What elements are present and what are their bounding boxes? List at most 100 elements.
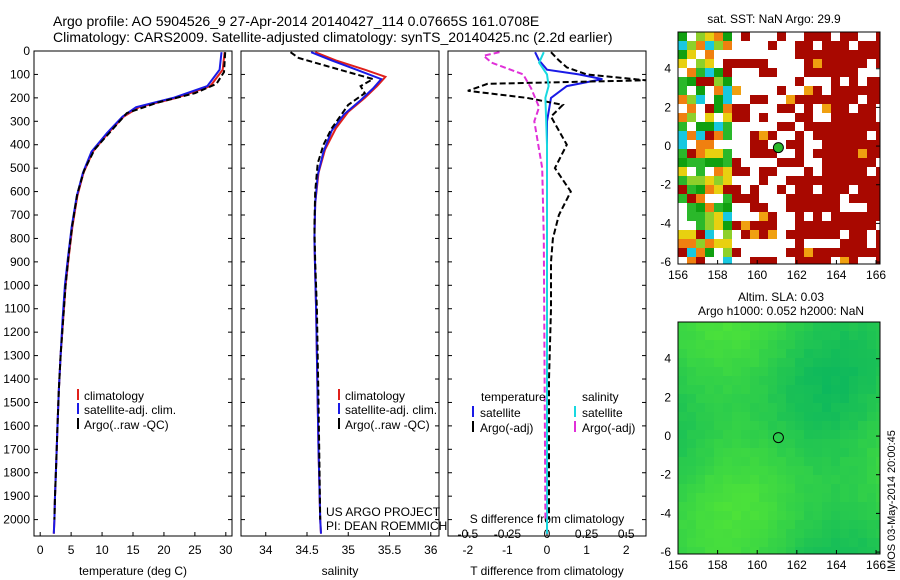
sla-map-cell [777, 538, 786, 547]
sst-map-cell [876, 239, 880, 248]
sst-map-cell [786, 230, 795, 239]
sst-map-cell [768, 95, 777, 104]
sla-map-xtick-label: 156 [668, 558, 688, 572]
sst-map-ytick-label: 2 [664, 100, 671, 114]
sst-map-cell [840, 230, 849, 239]
sla-map-cell [777, 385, 786, 394]
sla-map-cell [804, 520, 813, 529]
sst-map-cell [822, 41, 831, 50]
sst-map-cell [804, 221, 813, 230]
sla-map-cell [786, 457, 795, 466]
sla-map-cell [768, 340, 777, 349]
sst-map-cell [795, 194, 804, 203]
sst-map-cell [858, 32, 867, 41]
sla-map-cell [714, 412, 723, 421]
sst-map-cell [813, 122, 822, 131]
sla-map-cell [741, 457, 750, 466]
salinity-xlabel: salinity [322, 564, 359, 578]
sla-map-cell [786, 385, 795, 394]
sla-map-cell [840, 403, 849, 412]
sst-map-cell [867, 50, 876, 59]
sst-map-cell [840, 59, 849, 68]
sla-map-cell [696, 403, 705, 412]
sst-map-cell [831, 194, 840, 203]
sst-map-cell [849, 230, 858, 239]
sst-map-cell [804, 230, 813, 239]
sst-map-cell [876, 68, 880, 77]
sst-map-cell [687, 122, 696, 131]
sla-map-cell [678, 421, 687, 430]
sla-map-cell [813, 376, 822, 385]
sst-map-cell [759, 95, 768, 104]
sla-map-cell [813, 430, 822, 439]
sla-map-xtick-label: 166 [866, 558, 886, 572]
sst-map-cell [804, 158, 813, 167]
sst-map-cell [687, 68, 696, 77]
sst-map-cell [813, 221, 822, 230]
sst-map-cell [732, 194, 741, 203]
sla-map-cell [849, 340, 858, 349]
sst-map-cell [696, 131, 705, 140]
sla-map-cell [858, 394, 867, 403]
sst-map-cell [705, 113, 714, 122]
sst-map-cell [768, 32, 777, 41]
sst-map-cell [723, 212, 732, 221]
sla-map-cell [696, 412, 705, 421]
sst-map-cell [777, 41, 786, 50]
sla-map-cell [795, 538, 804, 547]
sst-map-cell [732, 113, 741, 122]
sla-map-cell [714, 538, 723, 547]
sst-map-cell [804, 122, 813, 131]
sst-map-cell [696, 59, 705, 68]
sst-map-cell [705, 32, 714, 41]
sst-map-cell [822, 104, 831, 113]
sla-map-cell [867, 394, 876, 403]
sla-map-cell [858, 475, 867, 484]
salinity-series-satellite [310, 51, 383, 534]
sst-map-cell [705, 194, 714, 203]
sla-map-cell [687, 502, 696, 511]
sst-map-cell [849, 104, 858, 113]
sla-map-cell [768, 484, 777, 493]
temperature-x-tick-label: 5 [68, 543, 75, 557]
sst-map-cell [741, 113, 750, 122]
sst-map-cell [813, 239, 822, 248]
sst-map-cell [813, 212, 822, 221]
sst-map-cell [696, 104, 705, 113]
differences-x-tick-label: -2 [462, 543, 473, 557]
sst-map-cell [687, 104, 696, 113]
sla-map-cell [777, 322, 786, 331]
sla-map-cell [777, 430, 786, 439]
sla-map-cell [867, 412, 876, 421]
sla-map-cell [777, 457, 786, 466]
sst-map-cell [867, 86, 876, 95]
diff-series-t-argo [467, 51, 647, 520]
sla-map-cell [714, 448, 723, 457]
sla-map-cell [696, 430, 705, 439]
sst-map-cell [678, 158, 687, 167]
sst-map-cell [840, 212, 849, 221]
sla-map-cell [750, 538, 759, 547]
sst-map-cell [723, 122, 732, 131]
sla-map-cell [849, 376, 858, 385]
sla-map-cell [813, 385, 822, 394]
sst-map-cell [759, 248, 768, 257]
sst-map-cell [768, 194, 777, 203]
sla-map-cell [750, 385, 759, 394]
sst-map-cell [714, 176, 723, 185]
sst-map-cell [759, 41, 768, 50]
sla-map-cell [696, 439, 705, 448]
sla-map-cell [705, 322, 714, 331]
sla-map-cell [759, 385, 768, 394]
sst-map-cell [714, 95, 723, 104]
sla-map-cell [696, 547, 705, 554]
sst-map-cell [777, 257, 786, 264]
sla-map-cell [732, 475, 741, 484]
sst-map-cell [714, 77, 723, 86]
sst-map-cell [759, 113, 768, 122]
sst-map-cell [705, 257, 714, 264]
sla-map-cell [723, 376, 732, 385]
sla-map-cell [750, 502, 759, 511]
sla-map-cell [867, 376, 876, 385]
sst-map-cell [795, 95, 804, 104]
